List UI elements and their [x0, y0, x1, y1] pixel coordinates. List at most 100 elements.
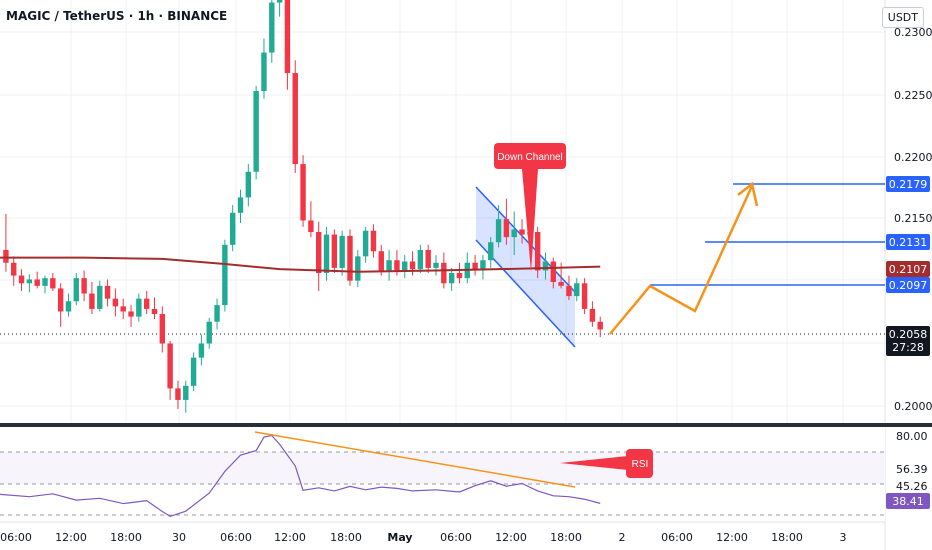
time-axis[interactable]: 06:00 12:00 18:00 30 06:00 12:00 18:00 M… — [0, 531, 846, 544]
candle-body[interactable] — [136, 298, 142, 317]
candle-body[interactable] — [386, 260, 392, 271]
candle-body[interactable] — [42, 278, 48, 286]
candle-body[interactable] — [339, 235, 345, 268]
price-axis[interactable]: 0.2300 0.2250 0.2200 0.2150 0.2000 — [894, 26, 932, 413]
candle-body[interactable] — [448, 273, 455, 284]
candle-body[interactable] — [597, 321, 603, 330]
svg-text:0.2097: 0.2097 — [889, 279, 928, 292]
candle-body[interactable] — [97, 285, 103, 309]
candle-body[interactable] — [128, 311, 134, 317]
candle-body[interactable] — [198, 343, 205, 358]
projection-path[interactable] — [609, 185, 754, 335]
candle-body[interactable] — [417, 249, 424, 270]
candle-body[interactable] — [425, 249, 431, 268]
candle-body[interactable] — [73, 278, 79, 302]
candle-body[interactable] — [558, 282, 564, 286]
candle-body[interactable] — [104, 285, 111, 299]
candle-body[interactable] — [175, 388, 181, 400]
candle-body[interactable] — [50, 278, 56, 289]
candle-body[interactable] — [65, 301, 72, 312]
candle-body[interactable] — [229, 212, 236, 245]
candle-body[interactable] — [347, 235, 353, 281]
candle-body[interactable] — [89, 293, 95, 309]
rsi-line[interactable] — [0, 434, 601, 518]
last-price-badge: 0.2058 27:28 — [886, 326, 930, 356]
candle-body[interactable] — [316, 232, 322, 274]
candle-body[interactable] — [409, 261, 416, 270]
rsi-label: RSI — [632, 459, 649, 470]
candle-body[interactable] — [34, 279, 40, 286]
candle-body[interactable] — [206, 321, 212, 344]
candle-body[interactable] — [57, 288, 64, 312]
candle-body[interactable] — [222, 244, 228, 306]
candle-body[interactable] — [237, 197, 244, 213]
candle-body[interactable] — [276, 0, 283, 3]
candle-body[interactable] — [550, 261, 557, 282]
symbol-title[interactable]: MAGIC / TetherUS · 1h · BINANCE — [6, 9, 228, 23]
last-price-value: 0.2058 — [889, 328, 928, 341]
candle-body[interactable] — [480, 260, 486, 271]
candle-body[interactable] — [269, 2, 275, 53]
candle-body[interactable] — [3, 249, 9, 263]
candle-body[interactable] — [214, 305, 220, 322]
down-channel-upper-line[interactable] — [475, 186, 576, 293]
candle-body[interactable] — [120, 306, 126, 312]
rsi-current-value: 38.41 — [892, 495, 924, 508]
candle-body[interactable] — [81, 278, 87, 294]
candle-body[interactable] — [355, 256, 361, 281]
candle-body[interactable] — [534, 232, 541, 271]
candle-body[interactable] — [292, 73, 298, 165]
candle-body[interactable] — [26, 279, 33, 284]
candle-body[interactable] — [362, 230, 369, 257]
candle-body[interactable] — [589, 308, 596, 322]
candle-body[interactable] — [167, 343, 173, 389]
candle-body[interactable] — [284, 0, 291, 74]
rsi-callout[interactable]: RSI — [560, 449, 653, 478]
candle-body[interactable] — [495, 219, 502, 243]
candle-body[interactable] — [581, 283, 588, 309]
moving-average-line[interactable] — [0, 256, 601, 273]
candle-body[interactable] — [151, 308, 158, 315]
price-tick: 0.2150 — [894, 212, 932, 225]
candles-group[interactable] — [3, 0, 603, 413]
candle-body[interactable] — [308, 220, 314, 233]
rsi-axis[interactable]: 80.00 56.39 45.26 38.41 — [886, 430, 930, 509]
candle-body[interactable] — [370, 230, 377, 252]
candle-body[interactable] — [394, 260, 400, 271]
candle-body[interactable] — [183, 385, 189, 400]
candle-body[interactable] — [331, 234, 338, 268]
down-channel-callout[interactable]: Down Channel — [494, 143, 566, 272]
candle-body[interactable] — [18, 275, 25, 284]
candle-body[interactable] — [253, 91, 259, 172]
candle-body[interactable] — [143, 298, 150, 309]
ma-badge-0-2107: 0.2107 — [886, 261, 930, 277]
currency-badge[interactable]: USDT — [881, 7, 924, 28]
candle-body[interactable] — [441, 262, 447, 284]
candle-body[interactable] — [456, 273, 463, 279]
candle-body[interactable] — [112, 298, 119, 307]
candle-body[interactable] — [511, 229, 517, 238]
candle-body[interactable] — [300, 164, 306, 221]
candle-body[interactable] — [574, 283, 580, 297]
candle-body[interactable] — [159, 314, 166, 344]
candle-body[interactable] — [542, 261, 549, 271]
candle-body[interactable] — [323, 234, 330, 274]
candle-body[interactable] — [261, 52, 267, 92]
candle-body[interactable] — [402, 261, 408, 271]
candle-body[interactable] — [245, 171, 252, 198]
candle-body[interactable] — [566, 285, 572, 297]
rsi-divergence-trendline[interactable] — [254, 431, 576, 488]
candle-body[interactable] — [488, 242, 494, 261]
candle-body[interactable] — [503, 219, 510, 238]
candle-body[interactable] — [11, 262, 17, 276]
candle-body[interactable] — [519, 229, 525, 235]
time-tick: 06:00 — [440, 531, 472, 544]
rsi-band — [0, 452, 885, 484]
projection-arrow-head — [737, 181, 759, 207]
candle-body[interactable] — [378, 251, 384, 271]
candle-body[interactable] — [433, 262, 439, 268]
candle-body[interactable] — [472, 262, 478, 271]
candle-body[interactable] — [190, 357, 197, 386]
pane-separator[interactable] — [0, 423, 932, 427]
